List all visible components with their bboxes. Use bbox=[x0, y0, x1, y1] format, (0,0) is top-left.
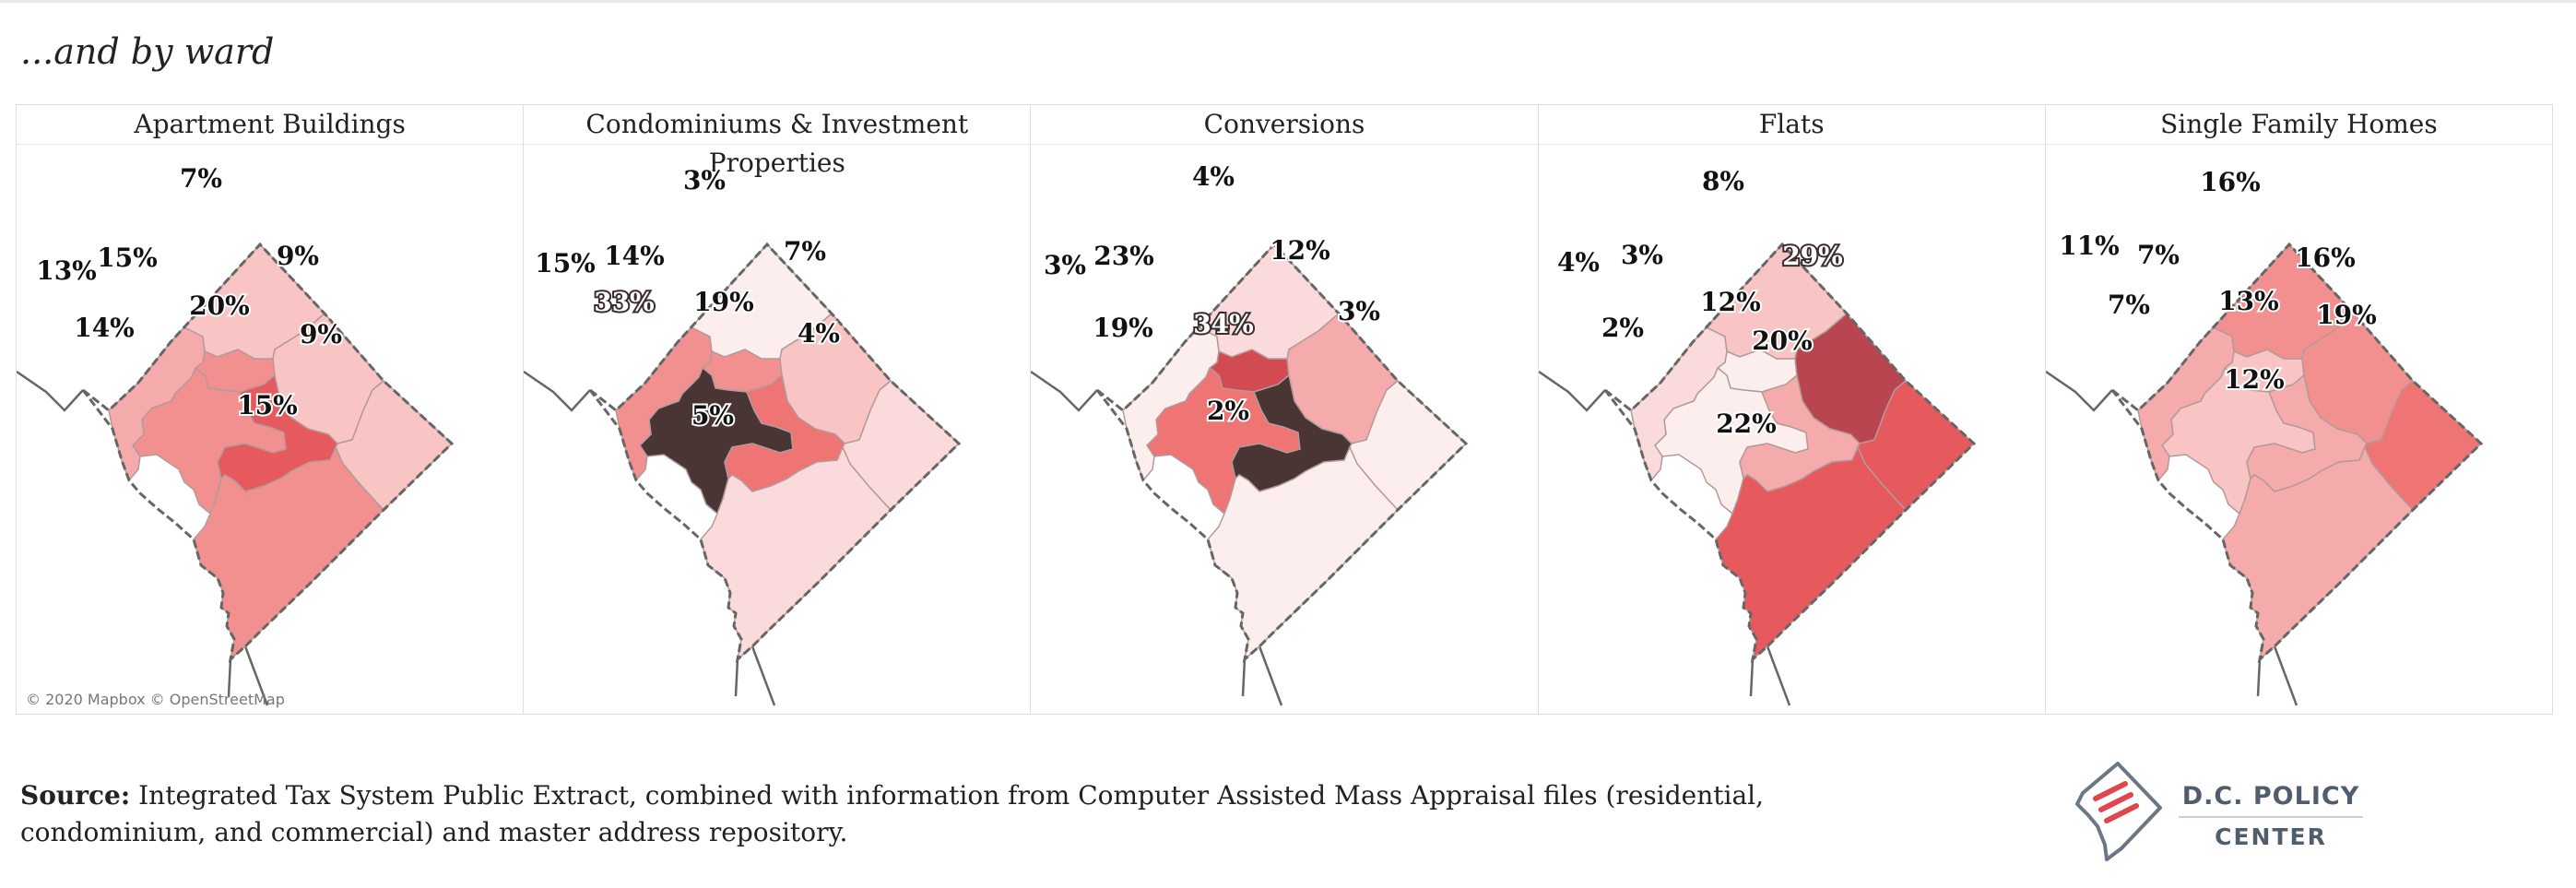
shoreline bbox=[1031, 370, 1283, 706]
map-panel: Flats 3% 2% 4% 8% 29% 12% 20% 22% bbox=[1538, 105, 2046, 714]
ward-5-value-label: 9% bbox=[277, 241, 319, 271]
ward-7-value-label: 4% bbox=[798, 318, 840, 349]
ward-8-value-label: 15% bbox=[237, 390, 298, 420]
ward-6-value-label: 20% bbox=[189, 290, 250, 321]
source-note: Source: Integrated Tax System Public Ext… bbox=[20, 777, 1855, 851]
ward-1-value-label: 14% bbox=[604, 241, 665, 271]
ward-4-value-label: 4% bbox=[1192, 161, 1235, 192]
ward-5-value-label: 12% bbox=[1270, 235, 1331, 266]
ward-5-value-label: 16% bbox=[2295, 243, 2356, 273]
ward-8-value-label: 12% bbox=[2224, 364, 2285, 395]
city-boundary bbox=[2110, 242, 2483, 663]
map-panel: Apartment Buildings 15% 14% 13% 7% 9% 20% 9% 15%… bbox=[17, 105, 525, 714]
logo-wordmark: D.C. POLICY CENTER bbox=[2179, 782, 2363, 850]
source-text: Integrated Tax System Public Extract, co… bbox=[20, 780, 1764, 847]
ward-8-region bbox=[2221, 445, 2414, 661]
ward-3-value-label: 3% bbox=[1044, 250, 1086, 280]
map-panel: Condominiums & Investment Properties 14% 3… bbox=[524, 105, 1032, 714]
ward-7-value-label: 3% bbox=[1338, 296, 1380, 326]
ward-1-value-label: 23% bbox=[1094, 241, 1155, 271]
panel-title: Conversions bbox=[1031, 105, 1538, 145]
map-attribution[interactable]: © 2020 Mapbox © OpenStreetMap bbox=[26, 691, 285, 708]
ward-2-value-label: 14% bbox=[74, 313, 135, 343]
dc-ward-map: 7% 7% 11% 16% 16% 13% 19% 12% bbox=[2045, 165, 2483, 706]
city-boundary bbox=[81, 242, 455, 663]
city-boundary bbox=[589, 242, 962, 663]
ward-8-region bbox=[1714, 445, 1907, 661]
ward-5-value-label: 7% bbox=[784, 236, 826, 266]
ward-8-value-label: 2% bbox=[1207, 396, 1249, 426]
shoreline bbox=[2045, 370, 2298, 706]
ward-map-panels: Apartment Buildings 15% 14% 13% 7% 9% 20% 9% 15%… bbox=[16, 104, 2553, 715]
ward-1-value-label: 7% bbox=[2137, 240, 2180, 270]
source-label: Source: bbox=[20, 780, 131, 811]
dc-ward-map: 3% 2% 4% 8% 29% 12% 20% 22% bbox=[1538, 164, 1976, 706]
ward-2-value-label: 2% bbox=[1601, 313, 1644, 343]
ward-4-value-label: 3% bbox=[683, 165, 726, 195]
shoreline bbox=[17, 370, 269, 706]
logo-line-2: CENTER bbox=[2215, 823, 2327, 850]
map-panel: Conversions 23% 19% 3% 4% 12% 34% 3% 2% bbox=[1031, 105, 1539, 714]
map-panel: Single Family Homes 7% 7% 11% 16% 16% 13% 19% 12… bbox=[2045, 105, 2553, 714]
city-boundary bbox=[1603, 242, 1976, 663]
ward-2-value-label: 19% bbox=[1093, 313, 1154, 343]
ward-2-value-label: 33% bbox=[594, 287, 655, 317]
ward-1-value-label: 15% bbox=[97, 243, 158, 273]
ward-1-value-label: 3% bbox=[1621, 240, 1663, 270]
dc-policy-center-logo: D.C. POLICY CENTER bbox=[2070, 756, 2365, 867]
ward-3-value-label: 4% bbox=[1557, 247, 1600, 278]
city-boundary bbox=[1096, 242, 1469, 663]
dc-ward-map: 23% 19% 3% 4% 12% 34% 3% 2% bbox=[1031, 160, 1469, 706]
ward-4-value-label: 7% bbox=[180, 163, 222, 194]
ward-2-value-label: 7% bbox=[2108, 290, 2150, 320]
ward-4-value-label: 16% bbox=[2200, 167, 2261, 197]
ward-4-value-label: 8% bbox=[1702, 166, 1744, 196]
ward-3-value-label: 15% bbox=[535, 248, 596, 278]
ward-8-value-label: 22% bbox=[1716, 408, 1777, 439]
ward-7-value-label: 19% bbox=[2316, 300, 2377, 330]
ward-6-value-label: 19% bbox=[693, 287, 754, 317]
shoreline bbox=[524, 370, 776, 706]
top-rule bbox=[0, 0, 2576, 3]
ward-8-region bbox=[700, 445, 892, 661]
ward-6-value-label: 12% bbox=[1700, 287, 1761, 317]
ward-7-value-label: 20% bbox=[1752, 326, 1813, 356]
ward-3-value-label: 13% bbox=[36, 255, 97, 286]
ward-6-value-label: 34% bbox=[1194, 309, 1255, 339]
panel-title: Flats bbox=[1538, 105, 2045, 145]
dc-map-logo-icon bbox=[2075, 762, 2162, 861]
logo-line-1: D.C. POLICY bbox=[2179, 782, 2363, 818]
ward-8-region bbox=[1207, 445, 1400, 661]
ward-8-value-label: 5% bbox=[691, 400, 734, 431]
section-subtitle: ...and by ward bbox=[20, 31, 275, 72]
ward-3-value-label: 11% bbox=[2059, 231, 2120, 261]
dc-ward-map: 14% 33% 15% 3% 7% 19% 4% 5% bbox=[524, 163, 962, 706]
shoreline bbox=[1538, 370, 1790, 706]
ward-6-value-label: 13% bbox=[2218, 286, 2279, 316]
ward-8-region bbox=[193, 445, 385, 661]
ward-5-value-label: 29% bbox=[1782, 241, 1843, 271]
panel-title: Condominiums & Investment Properties bbox=[524, 105, 1031, 178]
panel-title: Single Family Homes bbox=[2045, 105, 2553, 145]
dc-ward-map: 15% 14% 13% 7% 9% 20% 9% 15% bbox=[17, 161, 455, 706]
ward-7-value-label: 9% bbox=[300, 319, 342, 349]
panel-title: Apartment Buildings bbox=[17, 105, 524, 145]
